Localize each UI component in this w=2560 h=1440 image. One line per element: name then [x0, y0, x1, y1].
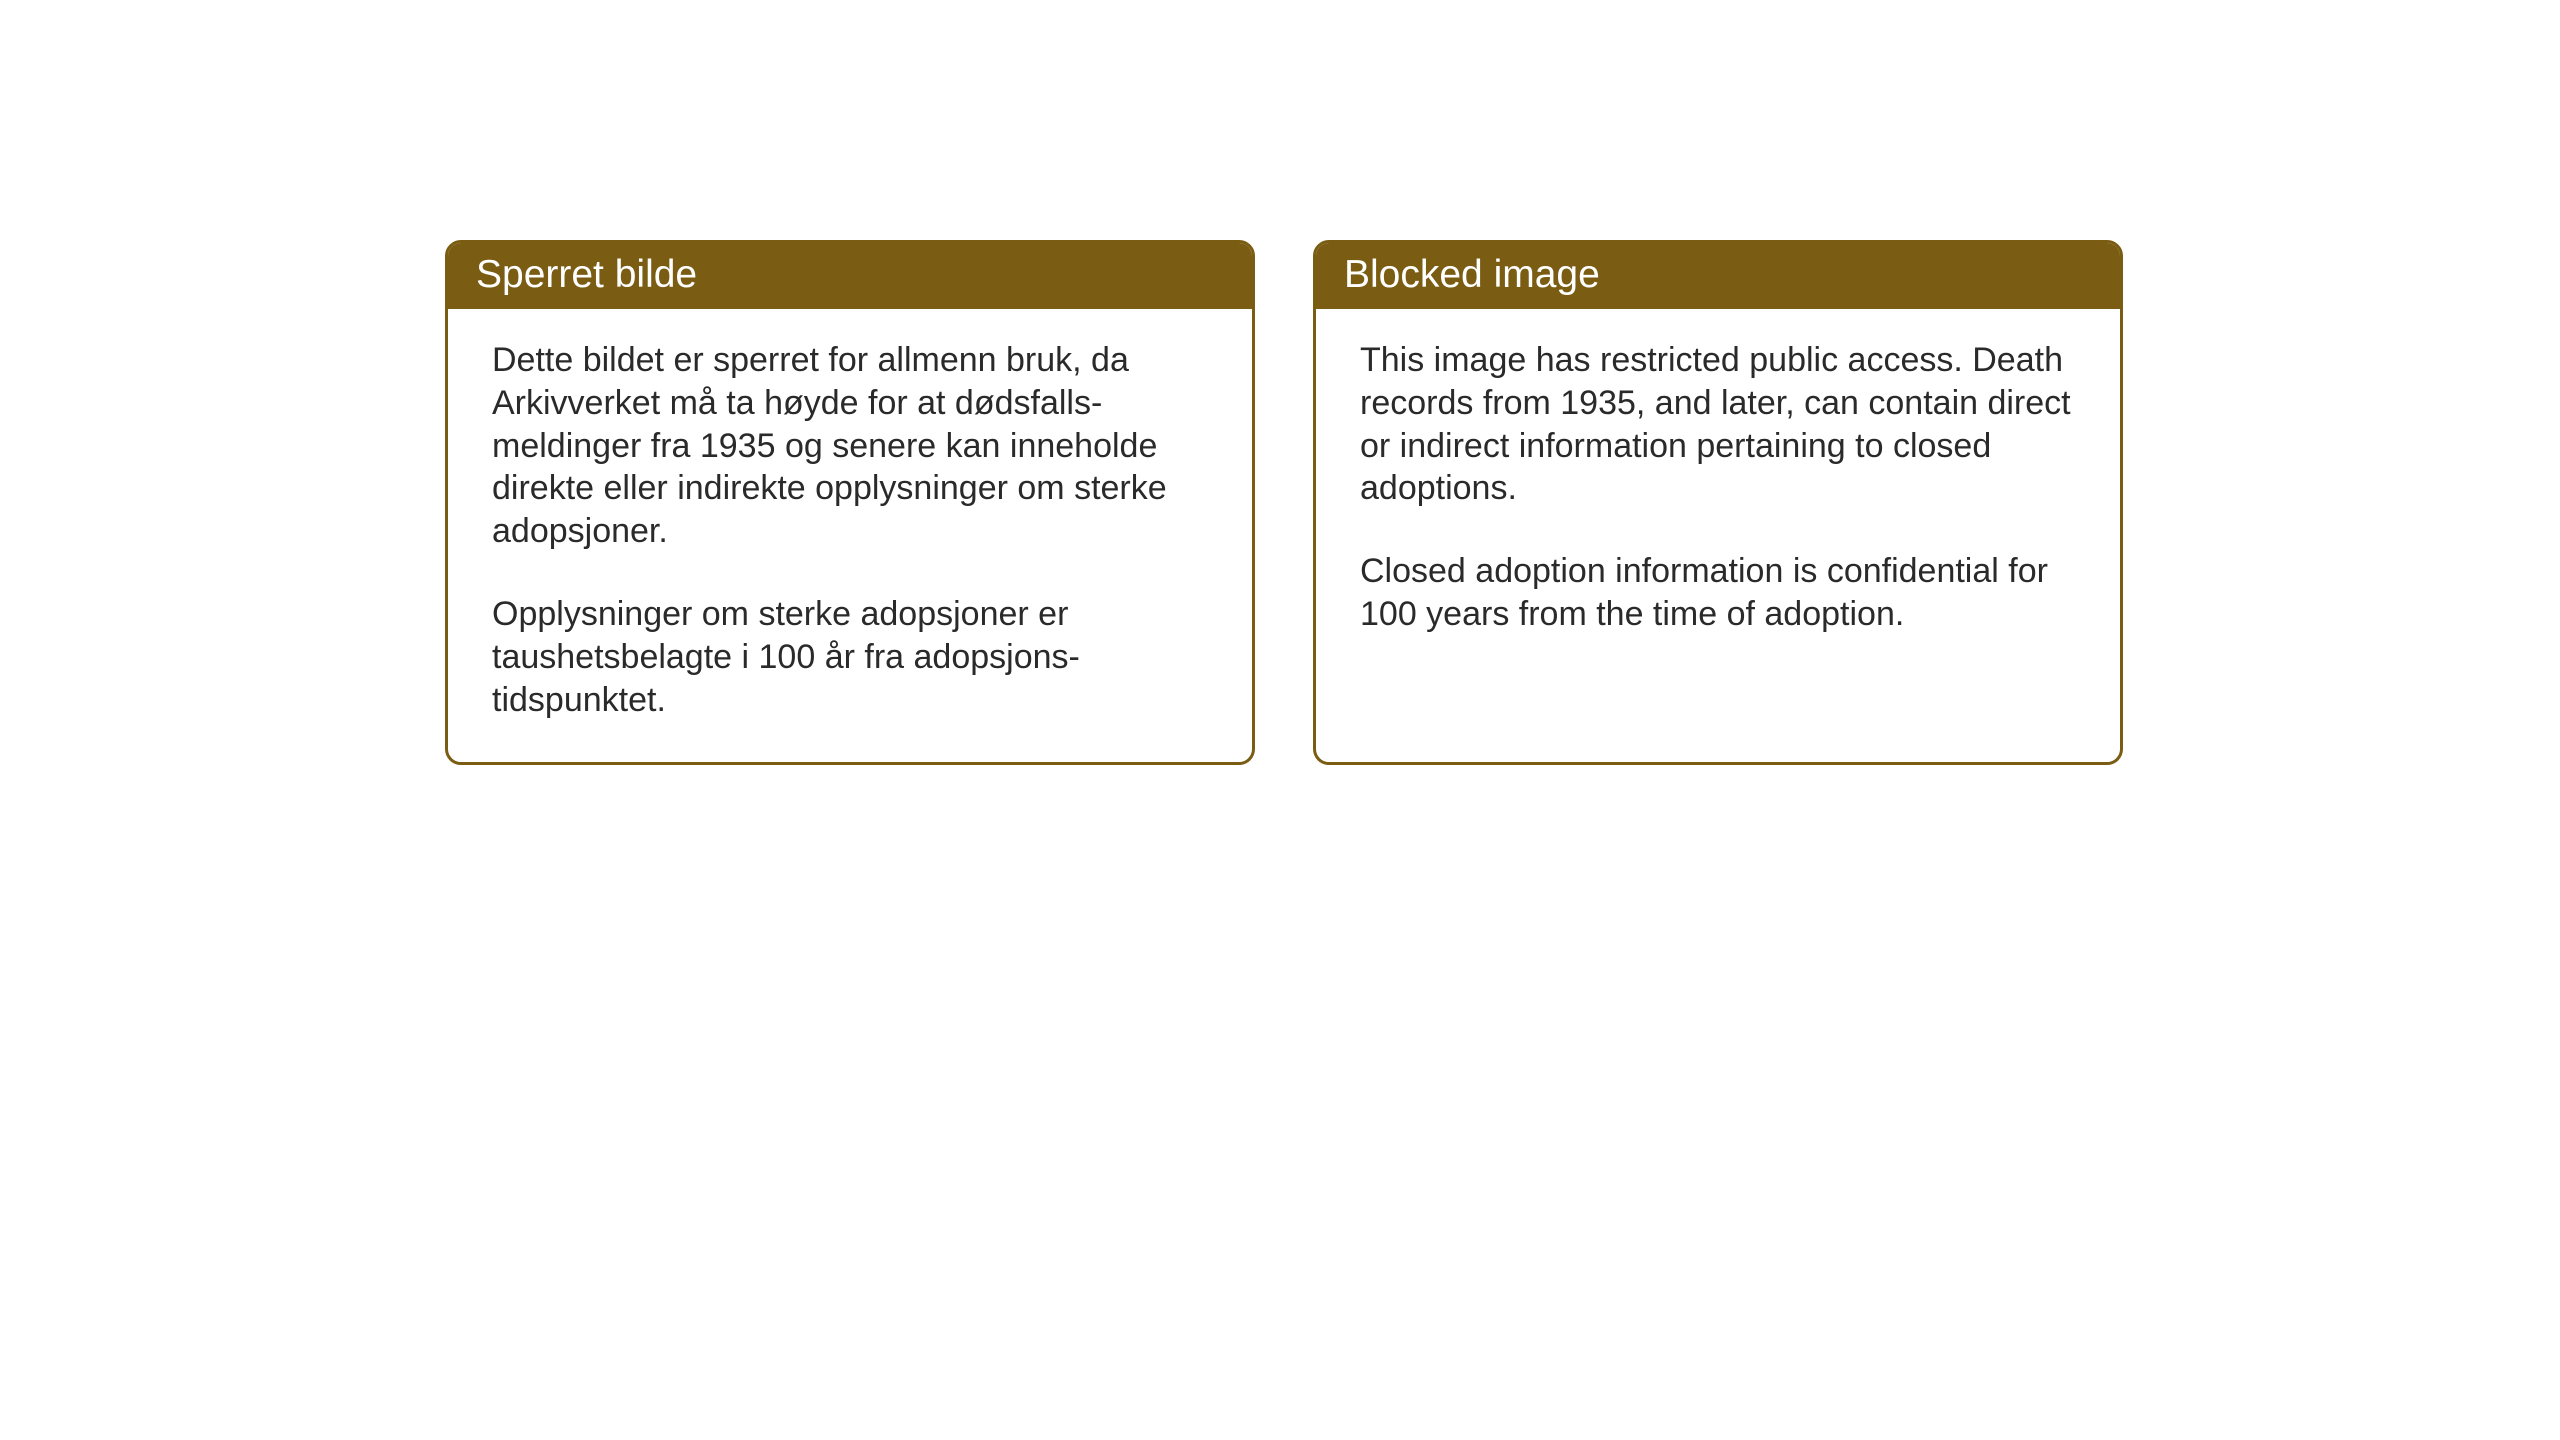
panel-english-paragraph-1: This image has restricted public access.…: [1360, 339, 2076, 510]
panel-english-header: Blocked image: [1316, 243, 2120, 309]
panel-english-paragraph-2: Closed adoption information is confident…: [1360, 550, 2076, 636]
panel-norwegian-body: Dette bildet er sperret for allmenn bruk…: [448, 309, 1252, 762]
panel-norwegian-paragraph-1: Dette bildet er sperret for allmenn bruk…: [492, 339, 1208, 553]
panel-english-title: Blocked image: [1344, 253, 1600, 296]
panel-norwegian-paragraph-2: Opplysninger om sterke adopsjoner er tau…: [492, 593, 1208, 721]
panel-english: Blocked image This image has restricted …: [1313, 240, 2123, 765]
panels-container: Sperret bilde Dette bildet er sperret fo…: [445, 240, 2123, 765]
panel-english-body: This image has restricted public access.…: [1316, 309, 2120, 762]
panel-norwegian: Sperret bilde Dette bildet er sperret fo…: [445, 240, 1255, 765]
panel-norwegian-header: Sperret bilde: [448, 243, 1252, 309]
panel-norwegian-title: Sperret bilde: [476, 253, 697, 296]
